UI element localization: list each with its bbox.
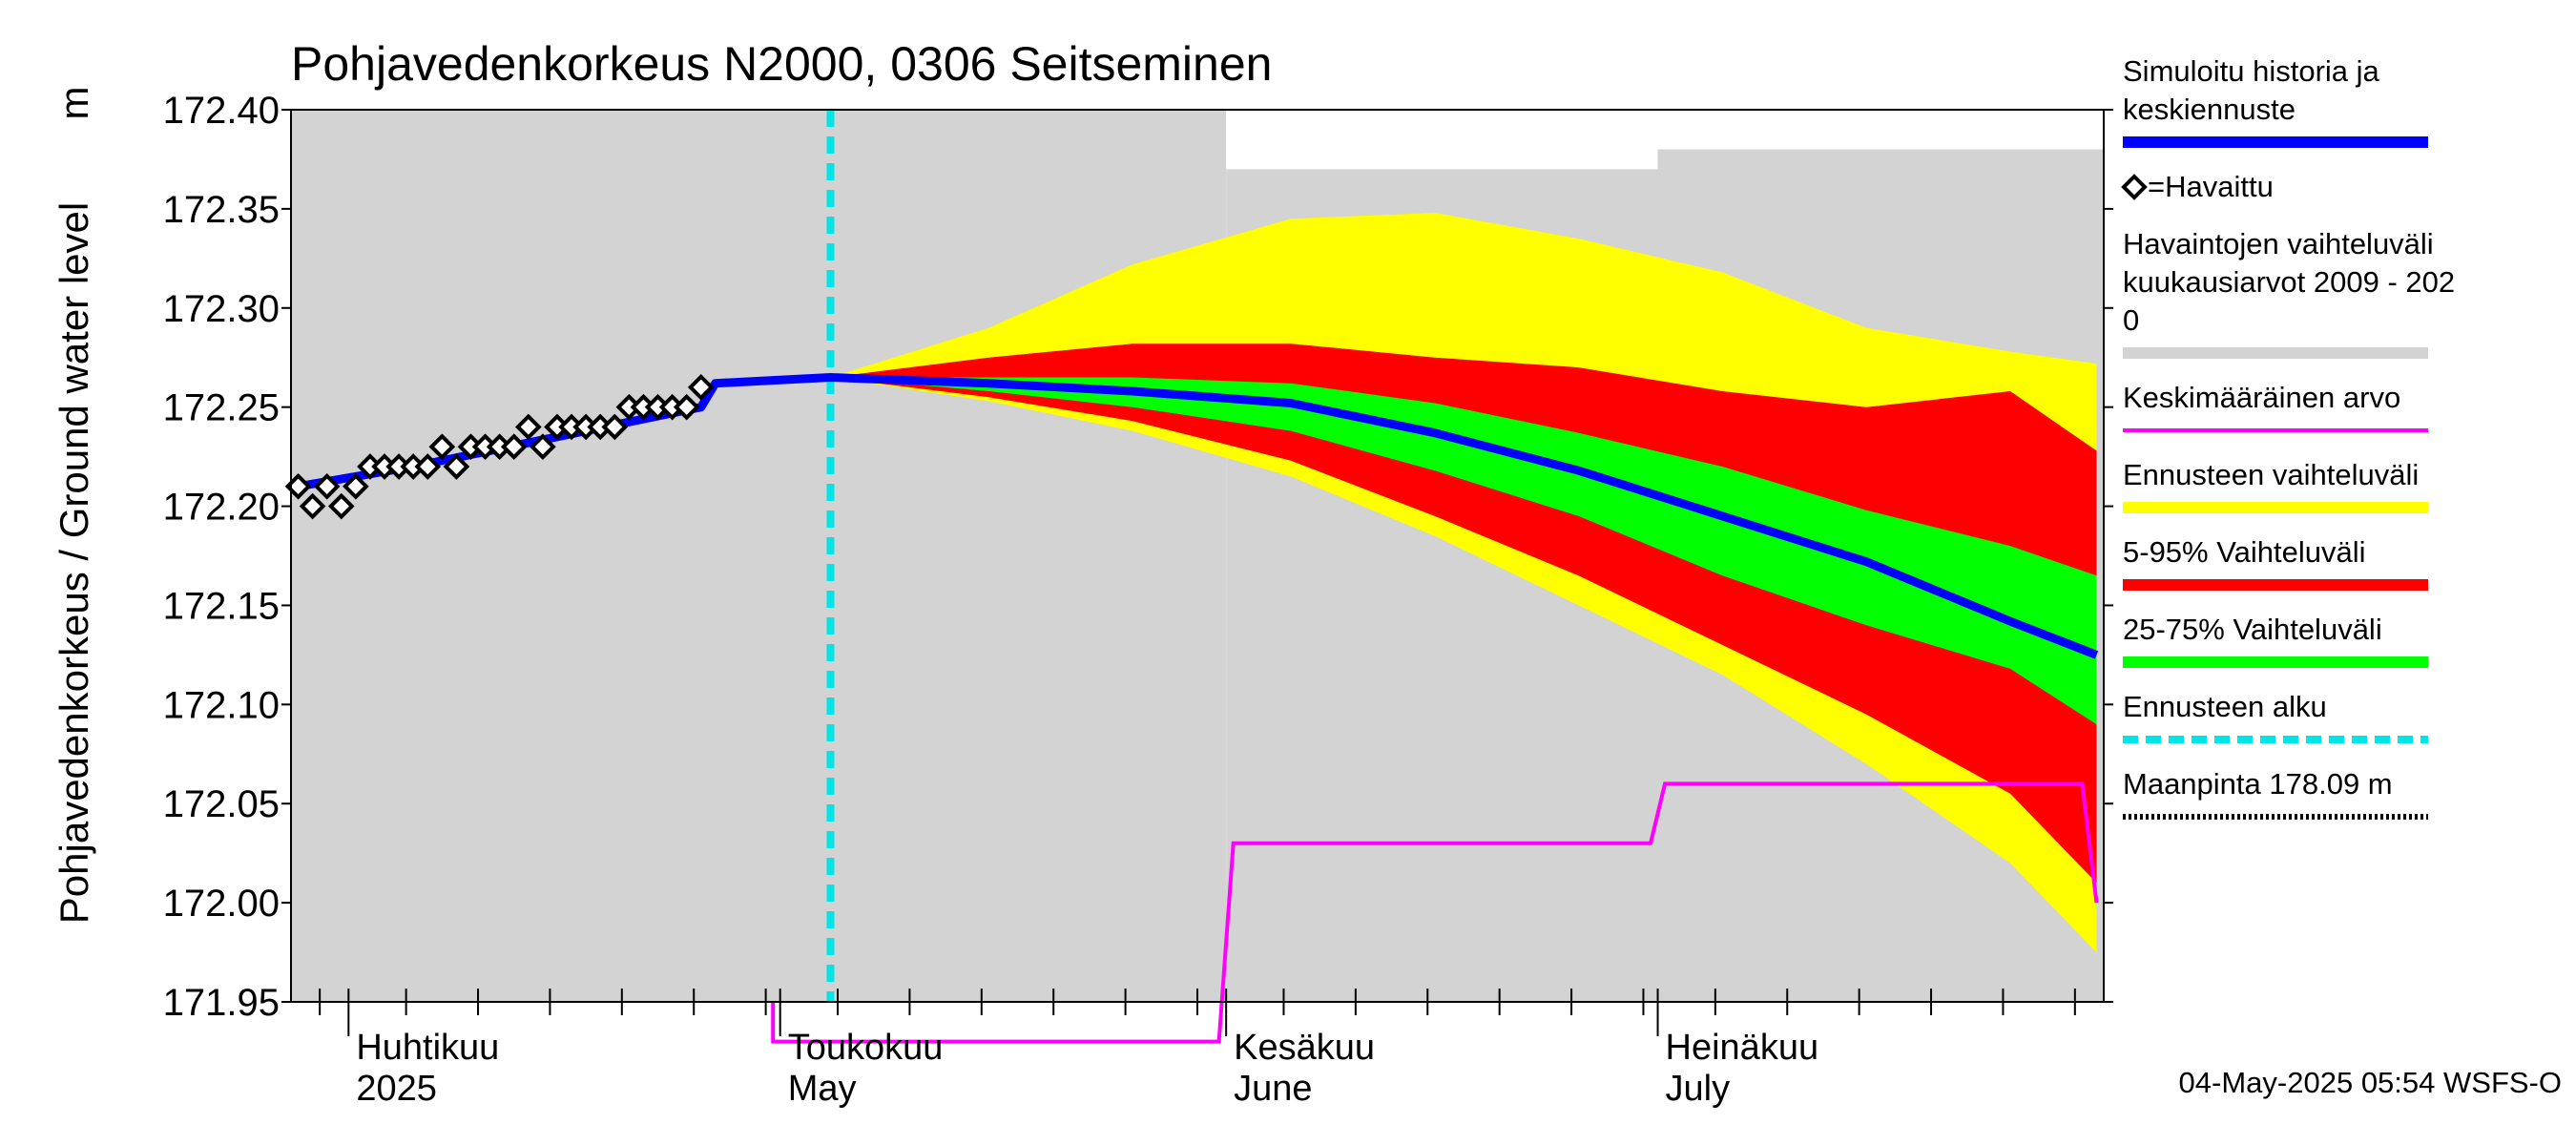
y-axis-unit: m	[52, 87, 96, 120]
legend-label: 25-75% Vaihteluväli	[2123, 613, 2382, 646]
legend-label: keskiennuste	[2123, 93, 2296, 126]
legend-label: Ennusteen alku	[2123, 690, 2327, 723]
observed-point	[514, 413, 542, 441]
legend-label: 0	[2123, 303, 2139, 337]
y-tick-label: 172.15	[163, 585, 280, 627]
observed-point	[414, 453, 442, 480]
month-label-en: July	[1666, 1069, 1731, 1109]
observed-point	[673, 393, 700, 421]
observed-point	[687, 374, 715, 401]
legend-label: kuukausiarvot 2009 - 202	[2123, 265, 2455, 299]
legend-observed-marker	[2121, 174, 2148, 200]
observed-point	[343, 472, 369, 500]
y-tick-label: 172.10	[163, 684, 280, 726]
observed-point	[428, 433, 456, 461]
legend-label: =Havaittu	[2148, 170, 2274, 203]
y-tick-label: 172.30	[163, 288, 280, 330]
observed-point	[601, 413, 629, 441]
legend-label: Keskimääräinen arvo	[2123, 381, 2400, 414]
y-tick-label: 172.35	[163, 189, 280, 231]
y-tick-label: 172.05	[163, 783, 280, 825]
footer-timestamp: 04-May-2025 05:54 WSFS-O	[2179, 1066, 2562, 1099]
observed-point	[327, 492, 355, 520]
p5-p95-band	[830, 344, 2097, 884]
month-label-en: June	[1234, 1069, 1312, 1109]
legend-label: 5-95% Vaihteluväli	[2123, 535, 2365, 569]
month-label-fi: Toukokuu	[788, 1028, 944, 1068]
observed-point	[299, 492, 326, 520]
historical-range-band-0	[291, 110, 1227, 1002]
legend-label: Maanpinta 178.09 m	[2123, 767, 2393, 801]
observed-point	[500, 433, 528, 461]
axes: 172.40 172.35 172.30 172.25 172.20 172.15 172.…	[163, 90, 2113, 1109]
y-tick-label: 172.00	[163, 883, 280, 925]
y-tick-label: 172.25	[163, 387, 280, 429]
observed-point	[530, 433, 556, 461]
y-axis-label: Pohjavedenkorkeus / Ground water level	[52, 202, 96, 924]
legend-label: Simuloitu historia ja	[2123, 54, 2380, 88]
month-label-fi: Heinäkuu	[1666, 1028, 1819, 1068]
month-label-en: 2025	[356, 1069, 437, 1109]
legend-label: Ennusteen vaihteluväli	[2123, 458, 2419, 491]
month-label-fi: Kesäkuu	[1234, 1028, 1375, 1068]
chart-title: Pohjavedenkorkeus N2000, 0306 Seitsemine…	[291, 37, 1272, 91]
month-label-en: May	[788, 1069, 857, 1109]
y-tick-label: 172.20	[163, 487, 280, 529]
y-tick-label: 171.95	[163, 982, 280, 1024]
observed-point	[443, 453, 470, 480]
mean-value-line	[771, 781, 2099, 1044]
y-tick-label: 172.40	[163, 90, 280, 132]
legend: Simuloitu historia ja keskiennuste =Havait…	[2121, 54, 2455, 820]
observed-point	[313, 472, 341, 500]
month-label-fi: Huhtikuu	[356, 1028, 499, 1068]
legend-label: Havaintojen vaihteluväli	[2123, 227, 2434, 260]
observed-markers	[284, 374, 715, 520]
